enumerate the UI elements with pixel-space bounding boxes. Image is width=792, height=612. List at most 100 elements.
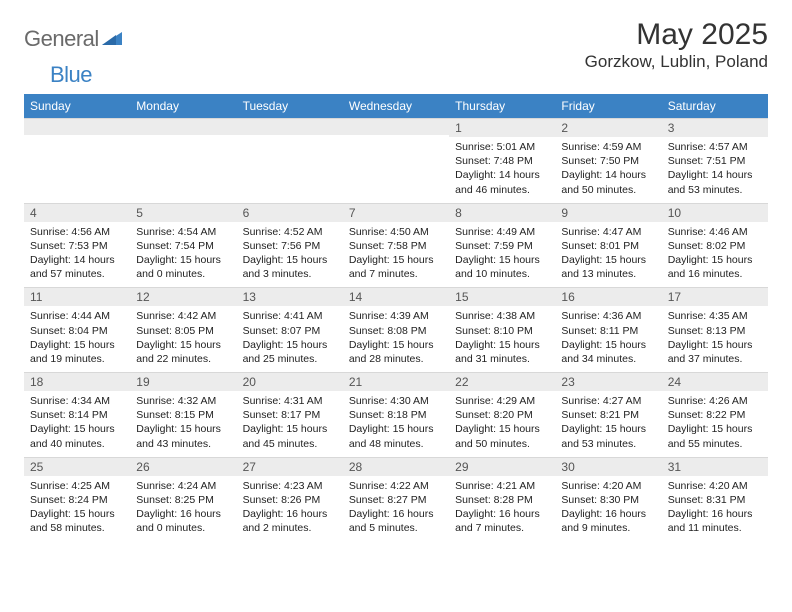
- sunset-line: Sunset: 8:26 PM: [243, 493, 337, 507]
- daylight-line: Daylight: 15 hours and 58 minutes.: [30, 507, 124, 535]
- daylight-line: Daylight: 16 hours and 7 minutes.: [455, 507, 549, 535]
- sunset-line: Sunset: 8:27 PM: [349, 493, 443, 507]
- title-block: May 2025 Gorzkow, Lublin, Poland: [585, 18, 768, 72]
- day-number: 2: [555, 118, 661, 137]
- sunrise-line: Sunrise: 4:38 AM: [455, 309, 549, 323]
- sunset-line: Sunset: 7:50 PM: [561, 154, 655, 168]
- day-cell: 7Sunrise: 4:50 AMSunset: 7:58 PMDaylight…: [343, 203, 449, 288]
- weekday-header: Wednesday: [343, 94, 449, 118]
- weekday-header: Thursday: [449, 94, 555, 118]
- day-details: Sunrise: 4:39 AMSunset: 8:08 PMDaylight:…: [343, 306, 449, 372]
- daylight-line: Daylight: 15 hours and 28 minutes.: [349, 338, 443, 366]
- day-cell: 10Sunrise: 4:46 AMSunset: 8:02 PMDayligh…: [662, 203, 768, 288]
- sunrise-line: Sunrise: 4:20 AM: [561, 479, 655, 493]
- sunset-line: Sunset: 8:21 PM: [561, 408, 655, 422]
- day-details: Sunrise: 4:34 AMSunset: 8:14 PMDaylight:…: [24, 391, 130, 457]
- sunset-line: Sunset: 7:54 PM: [136, 239, 230, 253]
- day-details: Sunrise: 4:59 AMSunset: 7:50 PMDaylight:…: [555, 137, 661, 203]
- day-number: 29: [449, 457, 555, 476]
- day-number: 16: [555, 287, 661, 306]
- daylight-line: Daylight: 15 hours and 37 minutes.: [668, 338, 762, 366]
- sunset-line: Sunset: 8:08 PM: [349, 324, 443, 338]
- sunrise-line: Sunrise: 4:23 AM: [243, 479, 337, 493]
- day-details: Sunrise: 4:22 AMSunset: 8:27 PMDaylight:…: [343, 476, 449, 542]
- day-cell: 15Sunrise: 4:38 AMSunset: 8:10 PMDayligh…: [449, 287, 555, 372]
- day-number: 13: [237, 287, 343, 306]
- daylight-line: Daylight: 16 hours and 5 minutes.: [349, 507, 443, 535]
- sunset-line: Sunset: 8:13 PM: [668, 324, 762, 338]
- sunrise-line: Sunrise: 4:36 AM: [561, 309, 655, 323]
- daylight-line: Daylight: 14 hours and 53 minutes.: [668, 168, 762, 196]
- sunrise-line: Sunrise: 4:20 AM: [668, 479, 762, 493]
- sunrise-line: Sunrise: 4:32 AM: [136, 394, 230, 408]
- sunset-line: Sunset: 8:10 PM: [455, 324, 549, 338]
- sunset-line: Sunset: 8:07 PM: [243, 324, 337, 338]
- daylight-line: Daylight: 14 hours and 57 minutes.: [30, 253, 124, 281]
- sunrise-line: Sunrise: 4:44 AM: [30, 309, 124, 323]
- sunrise-line: Sunrise: 4:27 AM: [561, 394, 655, 408]
- day-cell: [237, 118, 343, 203]
- sunrise-line: Sunrise: 4:47 AM: [561, 225, 655, 239]
- day-cell: 21Sunrise: 4:30 AMSunset: 8:18 PMDayligh…: [343, 372, 449, 457]
- sunset-line: Sunset: 8:17 PM: [243, 408, 337, 422]
- day-number: 7: [343, 203, 449, 222]
- day-cell: 22Sunrise: 4:29 AMSunset: 8:20 PMDayligh…: [449, 372, 555, 457]
- day-details: Sunrise: 4:32 AMSunset: 8:15 PMDaylight:…: [130, 391, 236, 457]
- day-details: Sunrise: 4:57 AMSunset: 7:51 PMDaylight:…: [662, 137, 768, 203]
- day-number: 30: [555, 457, 661, 476]
- day-number: 24: [662, 372, 768, 391]
- daylight-line: Daylight: 15 hours and 25 minutes.: [243, 338, 337, 366]
- day-details: Sunrise: 4:35 AMSunset: 8:13 PMDaylight:…: [662, 306, 768, 372]
- day-cell: 29Sunrise: 4:21 AMSunset: 8:28 PMDayligh…: [449, 457, 555, 542]
- day-details: Sunrise: 4:56 AMSunset: 7:53 PMDaylight:…: [24, 222, 130, 288]
- daylight-line: Daylight: 15 hours and 43 minutes.: [136, 422, 230, 450]
- day-details: Sunrise: 4:42 AMSunset: 8:05 PMDaylight:…: [130, 306, 236, 372]
- sunset-line: Sunset: 8:22 PM: [668, 408, 762, 422]
- day-details: Sunrise: 4:31 AMSunset: 8:17 PMDaylight:…: [237, 391, 343, 457]
- day-number: 3: [662, 118, 768, 137]
- logo-text-gray: General: [24, 26, 99, 52]
- sunset-line: Sunset: 8:05 PM: [136, 324, 230, 338]
- sunset-line: Sunset: 7:48 PM: [455, 154, 549, 168]
- sunrise-line: Sunrise: 4:34 AM: [30, 394, 124, 408]
- day-cell: 27Sunrise: 4:23 AMSunset: 8:26 PMDayligh…: [237, 457, 343, 542]
- day-number: 4: [24, 203, 130, 222]
- day-cell: 16Sunrise: 4:36 AMSunset: 8:11 PMDayligh…: [555, 287, 661, 372]
- logo-triangle-icon: [102, 29, 122, 50]
- day-details: Sunrise: 4:29 AMSunset: 8:20 PMDaylight:…: [449, 391, 555, 457]
- day-number: 9: [555, 203, 661, 222]
- day-number: 10: [662, 203, 768, 222]
- day-details: Sunrise: 4:41 AMSunset: 8:07 PMDaylight:…: [237, 306, 343, 372]
- day-details: Sunrise: 5:01 AMSunset: 7:48 PMDaylight:…: [449, 137, 555, 203]
- day-number: 12: [130, 287, 236, 306]
- day-details: Sunrise: 4:52 AMSunset: 7:56 PMDaylight:…: [237, 222, 343, 288]
- sunset-line: Sunset: 8:31 PM: [668, 493, 762, 507]
- weekday-header: Tuesday: [237, 94, 343, 118]
- sunrise-line: Sunrise: 4:21 AM: [455, 479, 549, 493]
- day-cell: 20Sunrise: 4:31 AMSunset: 8:17 PMDayligh…: [237, 372, 343, 457]
- day-cell: 11Sunrise: 4:44 AMSunset: 8:04 PMDayligh…: [24, 287, 130, 372]
- daylight-line: Daylight: 15 hours and 31 minutes.: [455, 338, 549, 366]
- weekday-header: Monday: [130, 94, 236, 118]
- day-cell: 12Sunrise: 4:42 AMSunset: 8:05 PMDayligh…: [130, 287, 236, 372]
- daylight-line: Daylight: 15 hours and 0 minutes.: [136, 253, 230, 281]
- sunrise-line: Sunrise: 5:01 AM: [455, 140, 549, 154]
- day-number: 8: [449, 203, 555, 222]
- day-number: 22: [449, 372, 555, 391]
- sunset-line: Sunset: 8:01 PM: [561, 239, 655, 253]
- day-cell: 24Sunrise: 4:26 AMSunset: 8:22 PMDayligh…: [662, 372, 768, 457]
- sunrise-line: Sunrise: 4:59 AM: [561, 140, 655, 154]
- sunrise-line: Sunrise: 4:54 AM: [136, 225, 230, 239]
- day-number: [343, 118, 449, 135]
- day-details: [130, 135, 236, 195]
- day-details: Sunrise: 4:38 AMSunset: 8:10 PMDaylight:…: [449, 306, 555, 372]
- week-row: 18Sunrise: 4:34 AMSunset: 8:14 PMDayligh…: [24, 372, 768, 457]
- day-cell: 19Sunrise: 4:32 AMSunset: 8:15 PMDayligh…: [130, 372, 236, 457]
- sunrise-line: Sunrise: 4:52 AM: [243, 225, 337, 239]
- weekday-header: Friday: [555, 94, 661, 118]
- sunset-line: Sunset: 7:58 PM: [349, 239, 443, 253]
- day-details: [237, 135, 343, 195]
- day-cell: 17Sunrise: 4:35 AMSunset: 8:13 PMDayligh…: [662, 287, 768, 372]
- daylight-line: Daylight: 16 hours and 0 minutes.: [136, 507, 230, 535]
- daylight-line: Daylight: 15 hours and 45 minutes.: [243, 422, 337, 450]
